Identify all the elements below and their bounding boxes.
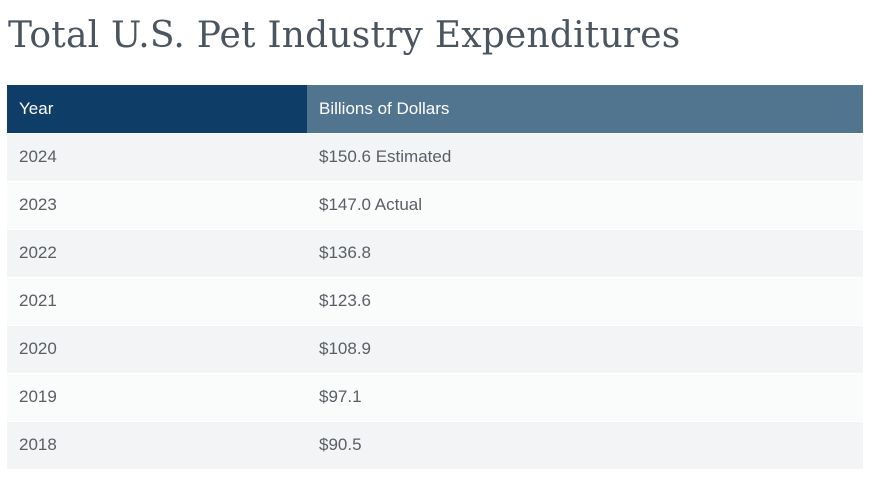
year-cell: 2021 [7,276,307,325]
header-year: Year [7,85,307,133]
year-cell: 2022 [7,228,307,277]
table-header-row: Year Billions of Dollars [7,85,863,133]
value-cell: $97.1 [307,372,863,421]
value-cell: $147.0 Actual [307,180,863,229]
table-row: 2020 $108.9 [7,324,863,373]
value-cell: $108.9 [307,324,863,373]
table-row: 2023 $147.0 Actual [7,180,863,229]
year-cell: 2020 [7,324,307,373]
table-row: 2019 $97.1 [7,372,863,421]
page-title: Total U.S. Pet Industry Expenditures [8,15,681,56]
year-cell: 2023 [7,180,307,229]
expenditures-table: Year Billions of Dollars 2024 $150.6 Est… [7,85,863,469]
year-cell: 2019 [7,372,307,421]
year-cell: 2024 [7,132,307,181]
header-billions-of-dollars: Billions of Dollars [307,85,863,133]
table-row: 2018 $90.5 [7,420,863,469]
table-row: 2022 $136.8 [7,228,863,277]
value-cell: $150.6 Estimated [307,132,863,181]
table-row: 2021 $123.6 [7,276,863,325]
value-cell: $136.8 [307,228,863,277]
table-row: 2024 $150.6 Estimated [7,132,863,181]
value-cell: $123.6 [307,276,863,325]
value-cell: $90.5 [307,420,863,469]
year-cell: 2018 [7,420,307,469]
